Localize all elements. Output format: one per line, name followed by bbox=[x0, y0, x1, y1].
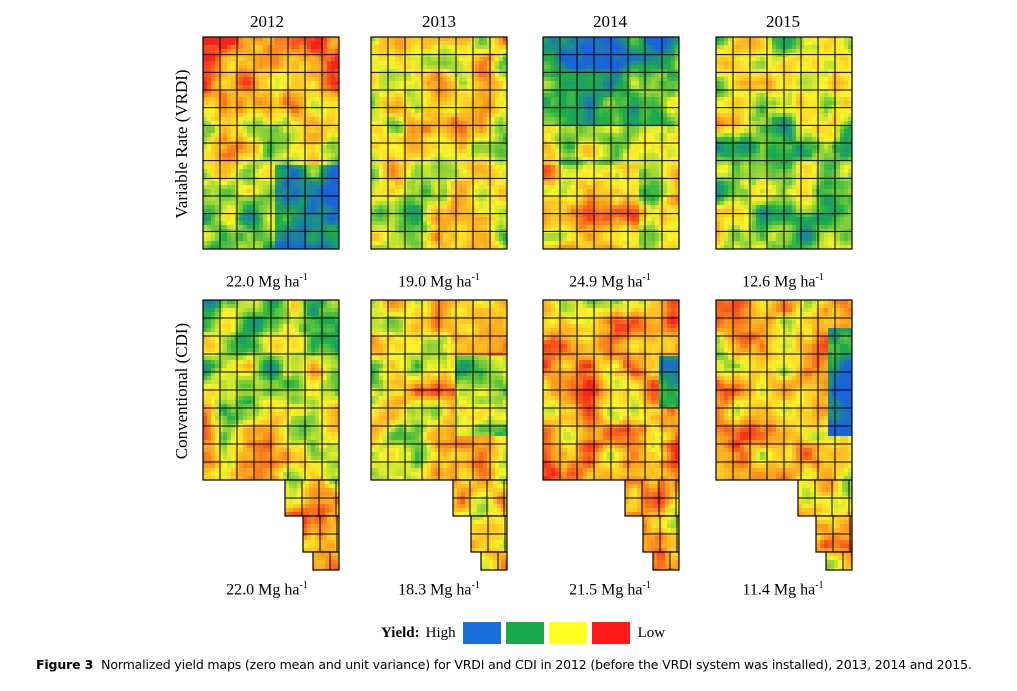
yield-map-vrdi-2 bbox=[542, 36, 680, 250]
yield-map-vrdi-1 bbox=[370, 36, 508, 250]
caption-label: Figure 3 bbox=[36, 657, 94, 672]
yield-unit: Mg ha bbox=[258, 581, 300, 599]
yield-label-vrdi-2014: 24.9 Mg ha-1 bbox=[535, 272, 685, 291]
column-title-2015: 2015 bbox=[766, 12, 800, 31]
yield-map-cdi-2 bbox=[542, 299, 680, 571]
legend-swatch-green bbox=[505, 622, 544, 644]
yield-value: 21.5 bbox=[569, 581, 598, 599]
yield-value: 11.4 bbox=[742, 581, 770, 599]
yield-map-cdi-3 bbox=[715, 299, 853, 571]
yield-value: 24.9 bbox=[569, 273, 598, 291]
column-title-2014: 2014 bbox=[593, 12, 627, 31]
yield-unit-exponent: -1 bbox=[815, 272, 824, 283]
yield-unit-exponent: -1 bbox=[299, 580, 308, 591]
yield-unit-exponent: -1 bbox=[642, 580, 651, 591]
yield-unit: Mg ha bbox=[258, 273, 300, 291]
yield-unit-exponent: -1 bbox=[471, 580, 480, 591]
yield-label-cdi-2014: 21.5 Mg ha-1 bbox=[535, 580, 685, 599]
yield-map-cdi-0 bbox=[202, 299, 340, 571]
yield-value: 22.0 bbox=[226, 273, 255, 291]
yield-legend: Yield: High Low bbox=[381, 622, 665, 644]
yield-label-cdi-2012: 22.0 Mg ha-1 bbox=[192, 580, 342, 599]
yield-unit: Mg ha bbox=[601, 581, 643, 599]
yield-unit-exponent: -1 bbox=[471, 272, 480, 283]
column-title-2013: 2013 bbox=[422, 12, 456, 31]
legend-swatch-blue bbox=[462, 622, 501, 644]
yield-map-cdi-1 bbox=[370, 299, 508, 571]
yield-label-vrdi-2015: 12.6 Mg ha-1 bbox=[708, 272, 858, 291]
yield-label-vrdi-2012: 22.0 Mg ha-1 bbox=[192, 272, 342, 291]
yield-value: 12.6 bbox=[742, 273, 771, 291]
yield-unit-exponent: -1 bbox=[815, 580, 824, 591]
caption-text: Normalized yield maps (zero mean and uni… bbox=[101, 657, 972, 672]
yield-value: 19.0 bbox=[398, 273, 427, 291]
yield-map-vrdi-0 bbox=[202, 36, 340, 250]
legend-high-label: High bbox=[425, 624, 456, 641]
yield-label-cdi-2013: 18.3 Mg ha-1 bbox=[364, 580, 514, 599]
legend-title: Yield: bbox=[381, 624, 420, 641]
yield-unit: Mg ha bbox=[774, 273, 816, 291]
yield-unit: Mg ha bbox=[430, 581, 472, 599]
legend-swatch-yellow bbox=[548, 622, 587, 644]
yield-label-cdi-2015: 11.4 Mg ha-1 bbox=[708, 580, 858, 599]
yield-value: 22.0 bbox=[226, 581, 255, 599]
yield-unit-exponent: -1 bbox=[299, 272, 308, 283]
yield-unit-exponent: -1 bbox=[642, 272, 651, 283]
figure-caption: Figure 3 Normalized yield maps (zero mean… bbox=[36, 657, 996, 672]
legend-low-label: Low bbox=[637, 624, 666, 641]
yield-unit: Mg ha bbox=[773, 581, 816, 599]
legend-swatch-red bbox=[591, 622, 630, 644]
yield-unit: Mg ha bbox=[430, 273, 472, 291]
yield-label-vrdi-2013: 19.0 Mg ha-1 bbox=[364, 272, 514, 291]
yield-value: 18.3 bbox=[398, 581, 427, 599]
yield-unit: Mg ha bbox=[601, 273, 643, 291]
yield-map-vrdi-3 bbox=[715, 36, 853, 250]
column-title-2012: 2012 bbox=[250, 12, 284, 31]
